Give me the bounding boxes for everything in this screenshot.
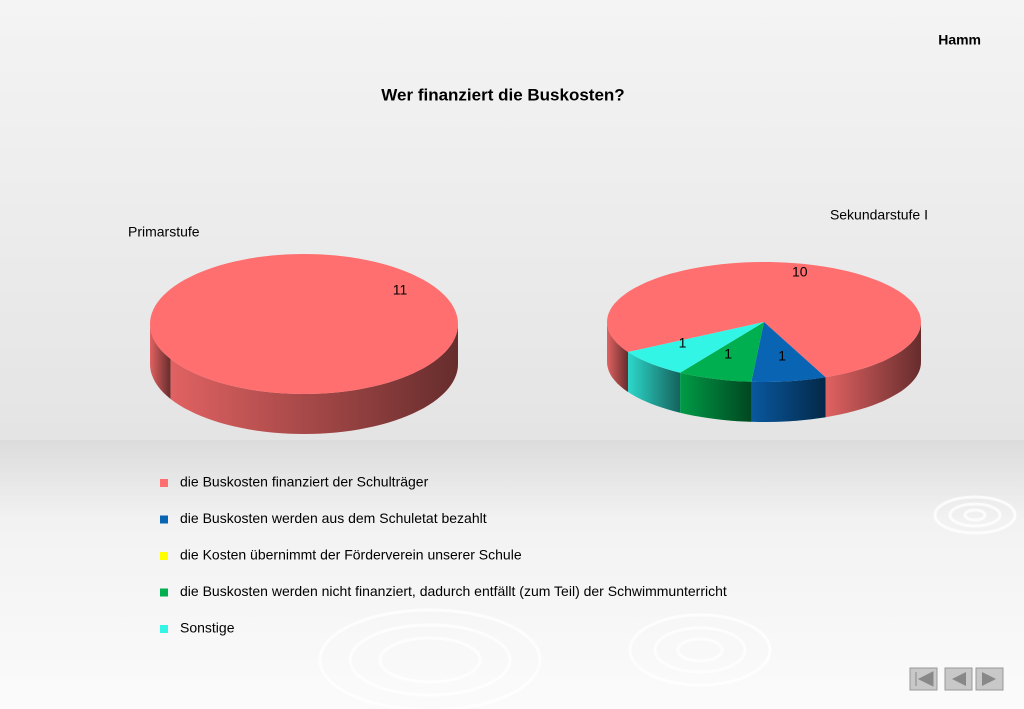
pie-slice	[680, 322, 764, 382]
pie-title: Sekundarstufe I	[830, 207, 928, 223]
pie-side-shade	[628, 352, 681, 413]
prev-icon	[952, 672, 966, 686]
pie-title: Primarstufe	[128, 224, 200, 240]
pie-side-shade	[150, 324, 171, 399]
legend-swatch	[160, 588, 168, 597]
title: Wer finanziert die Buskosten?	[381, 85, 624, 104]
legend-swatch	[160, 515, 168, 524]
pie-side-shade	[751, 377, 826, 422]
legend-swatch	[160, 552, 168, 560]
legend-label: die Kosten übernimmt der Förderverein un…	[180, 547, 522, 563]
data-label: 1	[724, 346, 732, 362]
pie-side-shade	[680, 372, 752, 422]
pie-side-shade	[825, 322, 921, 418]
data-label: 1	[778, 347, 786, 363]
pie-slice	[607, 262, 921, 378]
data-label: 11	[393, 282, 408, 298]
header: Hamm	[938, 32, 981, 48]
first-icon	[915, 671, 934, 687]
background-bottom	[0, 440, 1024, 709]
decor-circles	[318, 495, 1017, 709]
pie-slice	[751, 322, 826, 382]
legend-label: Sonstige	[180, 620, 235, 636]
pie-side-shade	[170, 324, 458, 434]
legend-label: die Buskosten finanziert der Schulträger	[180, 474, 429, 490]
data-label: 10	[792, 264, 808, 280]
legend-swatch	[160, 479, 168, 487]
pie-side-shade	[607, 322, 628, 392]
legend-label: die Buskosten werden aus dem Schuletat b…	[180, 510, 487, 526]
data-label: 1	[679, 335, 687, 351]
next-icon	[982, 672, 996, 686]
nav-buttons	[909, 667, 1004, 691]
legend-swatch	[160, 625, 168, 633]
pie-slice	[628, 322, 764, 373]
legend-label: die Buskosten werden nicht finanziert, d…	[180, 583, 727, 599]
